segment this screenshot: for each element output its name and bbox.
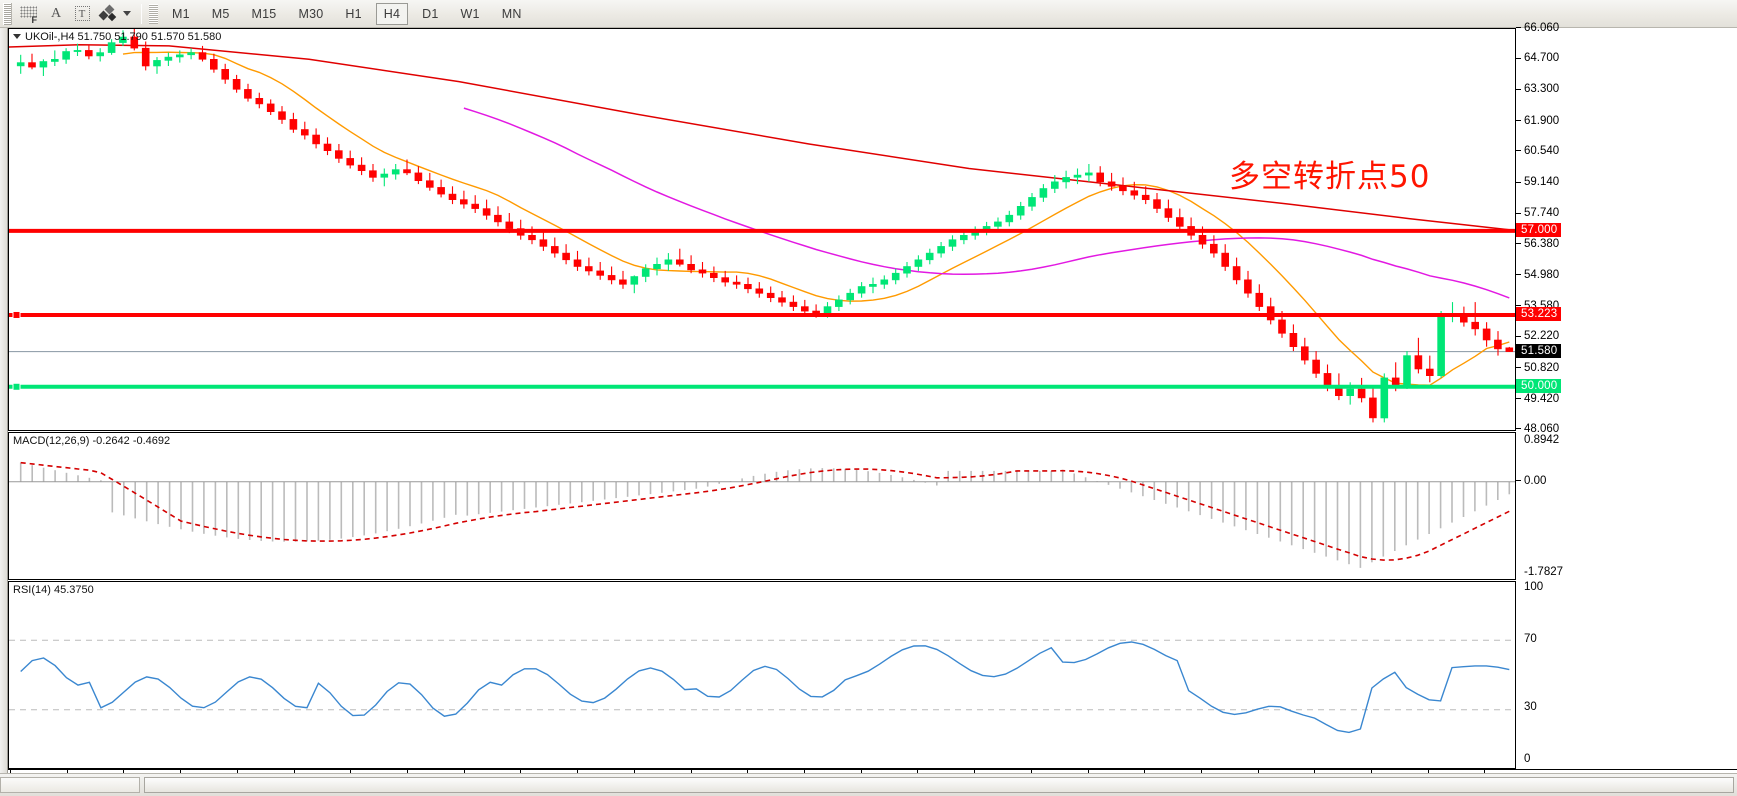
time-tick-mark bbox=[1200, 770, 1202, 774]
letter-a-icon: A bbox=[50, 5, 62, 21]
timeframe-button-h1[interactable]: H1 bbox=[345, 6, 362, 21]
time-tick-mark bbox=[747, 770, 749, 774]
price-tick-61-900: 61.900 bbox=[1516, 115, 1559, 127]
chart-annotation-text: 多空转折点50 bbox=[1229, 159, 1431, 195]
timeframe-button-h4[interactable]: H4 bbox=[375, 2, 409, 25]
text-box-tool-button[interactable]: T bbox=[69, 2, 95, 26]
scrollbar-thumb[interactable] bbox=[144, 777, 1734, 793]
rsi-tick-0: 0 bbox=[1524, 753, 1531, 765]
text-label-tool-button[interactable]: A bbox=[43, 2, 69, 26]
price-tick-50-820: 50.820 bbox=[1516, 362, 1559, 374]
timeframe-button-group: M1 M5 M15 M30 H1 H4 D1 W1 MN bbox=[164, 2, 530, 25]
macd-tick-08942: 0.8942 bbox=[1524, 434, 1560, 446]
macd-chart-svg bbox=[9, 461, 1515, 568]
macd-indicator-label: MACD(12,26,9) -0.2642 -0.4692 bbox=[13, 435, 171, 447]
rsi-tick-100: 100 bbox=[1524, 581, 1544, 593]
timeframe-button-m5[interactable]: M5 bbox=[211, 6, 230, 21]
timeframe-bar-drag-handle[interactable] bbox=[149, 3, 158, 24]
time-tick-mark bbox=[236, 770, 238, 774]
time-tick-mark bbox=[10, 770, 11, 774]
price-tick-54-980: 54.980 bbox=[1516, 269, 1559, 281]
time-tick-mark bbox=[1030, 770, 1032, 774]
time-tick-mark bbox=[463, 770, 465, 774]
macd-tick-000: 0.00 bbox=[1516, 475, 1546, 487]
time-tick-mark bbox=[66, 770, 68, 774]
price-tick-64-700: 64.700 bbox=[1516, 52, 1559, 64]
chart-canvas-area[interactable]: UKOil-,H4 51.750 51.790 51.570 51.580 多空… bbox=[0, 22, 1737, 791]
time-tick-mark bbox=[1371, 770, 1373, 774]
time-tick-mark bbox=[690, 770, 692, 774]
price-badge-57-000[interactable]: 57.000 bbox=[1516, 222, 1562, 237]
macd-panel[interactable]: MACD(12,26,9) -0.2642 -0.4692 bbox=[8, 432, 1516, 580]
crosshair-f-tool-button[interactable]: F bbox=[15, 2, 43, 26]
time-tick-mark bbox=[1484, 770, 1486, 774]
price-tick-56-380: 56.380 bbox=[1516, 238, 1559, 250]
price-tick-63-300: 63.300 bbox=[1516, 83, 1559, 95]
price-scale[interactable]: 66.060 64.700 63.300 61.900 60.540 59.140 57.7… bbox=[1516, 22, 1737, 435]
timeframe-button-w1[interactable]: W1 bbox=[460, 6, 480, 21]
time-tick-mark bbox=[1427, 770, 1429, 774]
time-tick-mark bbox=[123, 770, 125, 774]
macd-tick-17827: -1.7827 bbox=[1524, 566, 1564, 578]
time-tick-mark bbox=[1314, 770, 1316, 774]
time-tick-mark bbox=[917, 770, 919, 774]
time-tick-mark bbox=[860, 770, 862, 774]
time-tick-mark bbox=[633, 770, 635, 774]
shapes-tool-button[interactable] bbox=[95, 2, 136, 26]
price-tick-57-740: 57.740 bbox=[1516, 207, 1559, 219]
toolbar-drag-handle[interactable] bbox=[3, 2, 12, 25]
time-tick-mark bbox=[406, 770, 408, 774]
price-panel[interactable]: UKOil-,H4 51.750 51.790 51.570 51.580 多空… bbox=[8, 28, 1516, 431]
toolbar-separator bbox=[141, 3, 142, 24]
rsi-tick-30: 30 bbox=[1524, 701, 1537, 714]
text-box-icon: T bbox=[74, 6, 90, 21]
time-tick-mark bbox=[1257, 770, 1259, 774]
price-chart-svg bbox=[9, 29, 1515, 423]
chart-symbol-text: UKOil-,H4 51.750 51.790 51.570 51.580 bbox=[25, 31, 222, 43]
time-tick-mark bbox=[577, 770, 579, 774]
price-tick-59-140: 59.140 bbox=[1516, 176, 1559, 188]
price-badge-50-000[interactable]: 50.000 bbox=[1516, 378, 1562, 393]
vertical-scrollbar[interactable] bbox=[0, 28, 8, 773]
time-tick-mark bbox=[974, 770, 976, 774]
price-badge-53-223[interactable]: 53.223 bbox=[1516, 306, 1562, 321]
crosshair-f-icon: F bbox=[20, 5, 38, 25]
rsi-tick-70: 70 bbox=[1524, 632, 1537, 645]
rsi-indicator-label: RSI(14) 45.3750 bbox=[13, 584, 94, 596]
shapes-icon bbox=[98, 4, 120, 22]
rsi-panel[interactable]: RSI(14) 45.3750 bbox=[8, 581, 1516, 769]
collapse-triangle-icon[interactable] bbox=[13, 34, 21, 39]
time-tick-mark bbox=[1087, 770, 1089, 774]
timeframe-button-m30[interactable]: M30 bbox=[298, 6, 324, 21]
price-badge-51-580[interactable]: 51.580 bbox=[1516, 343, 1562, 358]
time-tick-mark bbox=[180, 770, 182, 774]
price-tick-52-220: 52.220 bbox=[1516, 330, 1559, 342]
time-tick-mark bbox=[1144, 770, 1146, 774]
time-tick-mark bbox=[520, 770, 522, 774]
macd-scale[interactable]: 0.8942 0.00 -1.7827 bbox=[1516, 432, 1737, 580]
horizontal-scrollbar[interactable] bbox=[0, 773, 1737, 796]
price-tick-60-540: 60.540 bbox=[1516, 145, 1559, 157]
timeframe-button-mn[interactable]: MN bbox=[501, 6, 522, 21]
timeframe-button-m15[interactable]: M15 bbox=[251, 6, 277, 21]
timeframe-button-d1[interactable]: D1 bbox=[422, 6, 439, 21]
rsi-scale[interactable]: 100 70 30 0 bbox=[1516, 581, 1737, 769]
price-tick-49-420: 49.420 bbox=[1516, 393, 1559, 405]
price-tick-66-060: 66.060 bbox=[1516, 22, 1559, 34]
time-tick-mark bbox=[293, 770, 295, 774]
chart-toolbar: F A T M1 M5 M15 M30 H1 H4 D1 W1 MN bbox=[0, 0, 1737, 28]
time-tick-mark bbox=[350, 770, 352, 774]
scrollbar-left-section[interactable] bbox=[0, 777, 140, 793]
chart-symbol-label: UKOil-,H4 51.750 51.790 51.570 51.580 bbox=[13, 31, 221, 43]
chevron-down-icon[interactable] bbox=[123, 11, 131, 16]
timeframe-button-m1[interactable]: M1 bbox=[172, 6, 190, 21]
rsi-chart-svg bbox=[9, 639, 1515, 734]
time-tick-mark bbox=[803, 770, 805, 774]
